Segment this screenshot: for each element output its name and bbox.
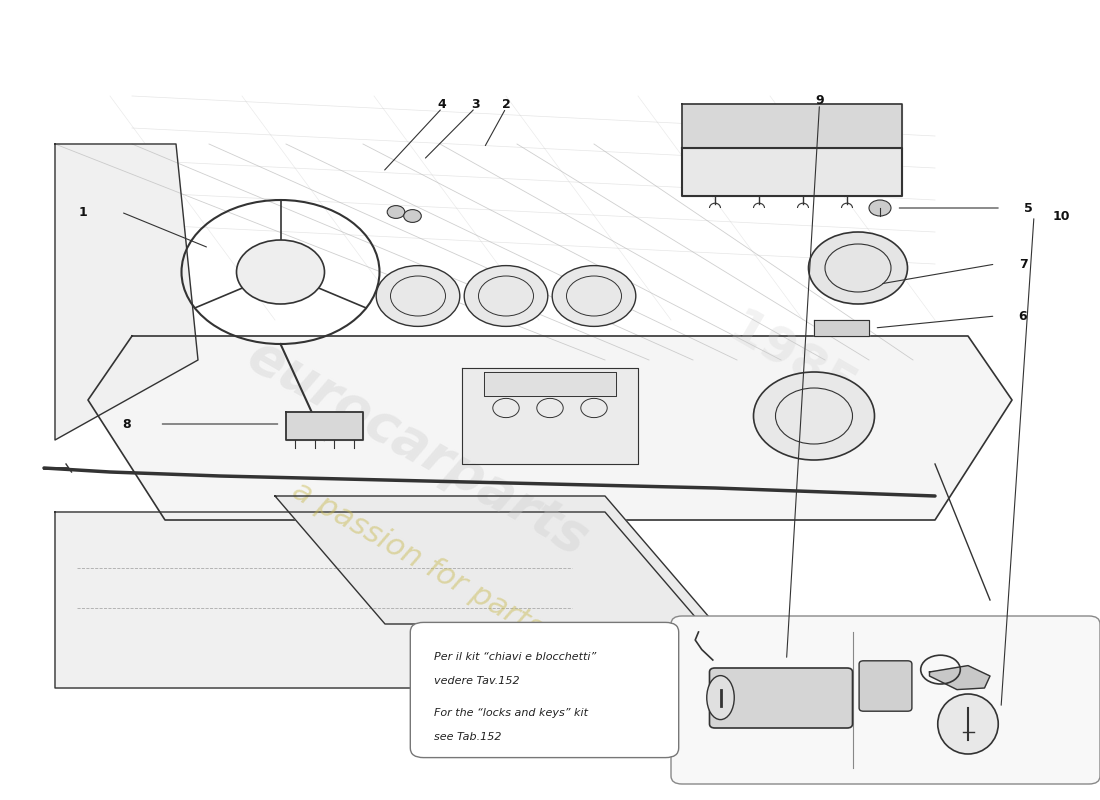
Ellipse shape <box>706 675 735 720</box>
Text: eurocarparts: eurocarparts <box>239 330 597 566</box>
FancyBboxPatch shape <box>710 668 852 728</box>
FancyBboxPatch shape <box>410 622 679 758</box>
Circle shape <box>869 200 891 216</box>
Polygon shape <box>682 148 902 196</box>
Text: 7: 7 <box>1019 258 1027 270</box>
Polygon shape <box>55 512 715 688</box>
Circle shape <box>808 232 908 304</box>
Text: 1: 1 <box>78 206 87 218</box>
Polygon shape <box>55 144 198 440</box>
Text: 6: 6 <box>1019 310 1027 322</box>
Text: 10: 10 <box>1053 210 1070 222</box>
Polygon shape <box>275 496 715 624</box>
Text: vedere Tav.152: vedere Tav.152 <box>434 676 520 686</box>
Circle shape <box>236 240 324 304</box>
Circle shape <box>754 372 875 460</box>
Circle shape <box>376 266 460 326</box>
Text: 2: 2 <box>502 98 510 110</box>
Text: 5: 5 <box>1024 202 1033 214</box>
Text: Per il kit “chiavi e blocchetti”: Per il kit “chiavi e blocchetti” <box>434 652 596 662</box>
Ellipse shape <box>937 694 999 754</box>
Polygon shape <box>484 372 616 396</box>
Polygon shape <box>930 666 990 690</box>
Text: 8: 8 <box>122 418 131 430</box>
Text: 1985: 1985 <box>719 305 865 415</box>
Circle shape <box>404 210 421 222</box>
Text: 4: 4 <box>438 98 447 110</box>
Text: For the “locks and keys” kit: For the “locks and keys” kit <box>434 708 588 718</box>
Polygon shape <box>88 336 1012 520</box>
Polygon shape <box>462 368 638 464</box>
Polygon shape <box>814 320 869 336</box>
FancyBboxPatch shape <box>671 616 1100 784</box>
Circle shape <box>387 206 405 218</box>
Text: 9: 9 <box>815 94 824 106</box>
Circle shape <box>464 266 548 326</box>
Polygon shape <box>286 412 363 440</box>
Circle shape <box>552 266 636 326</box>
FancyBboxPatch shape <box>859 661 912 711</box>
Polygon shape <box>682 104 902 148</box>
Text: see Tab.152: see Tab.152 <box>434 732 502 742</box>
Text: 3: 3 <box>471 98 480 110</box>
Text: a passion for parts: a passion for parts <box>287 476 549 644</box>
